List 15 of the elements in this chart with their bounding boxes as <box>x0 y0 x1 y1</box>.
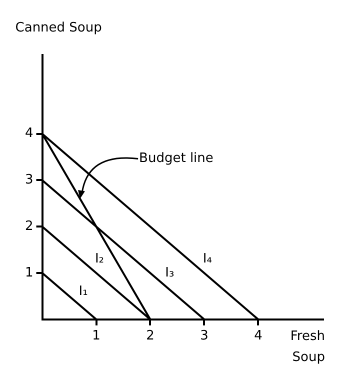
series-label: I₃ <box>165 266 174 281</box>
annotation: Budget line <box>139 151 214 166</box>
x-axis-title: Fresh Soup <box>290 328 325 365</box>
series-label: I₂ <box>94 252 104 267</box>
series-label: I₄ <box>202 252 212 267</box>
x-tick-label: 3 <box>200 328 208 344</box>
x-tick-label: 1 <box>92 328 100 344</box>
y-axis-title: Canned Soup <box>15 20 102 36</box>
y-tick-label: 2 <box>24 219 34 234</box>
y-tick-label: 3 <box>24 172 34 188</box>
y-tick-label: 4 <box>24 126 34 142</box>
x-tick-label: 2 <box>146 328 154 344</box>
y-tick-label: 1 <box>24 265 34 280</box>
series-label: I₁ <box>78 284 88 300</box>
x-tick-label: 4 <box>254 328 262 344</box>
